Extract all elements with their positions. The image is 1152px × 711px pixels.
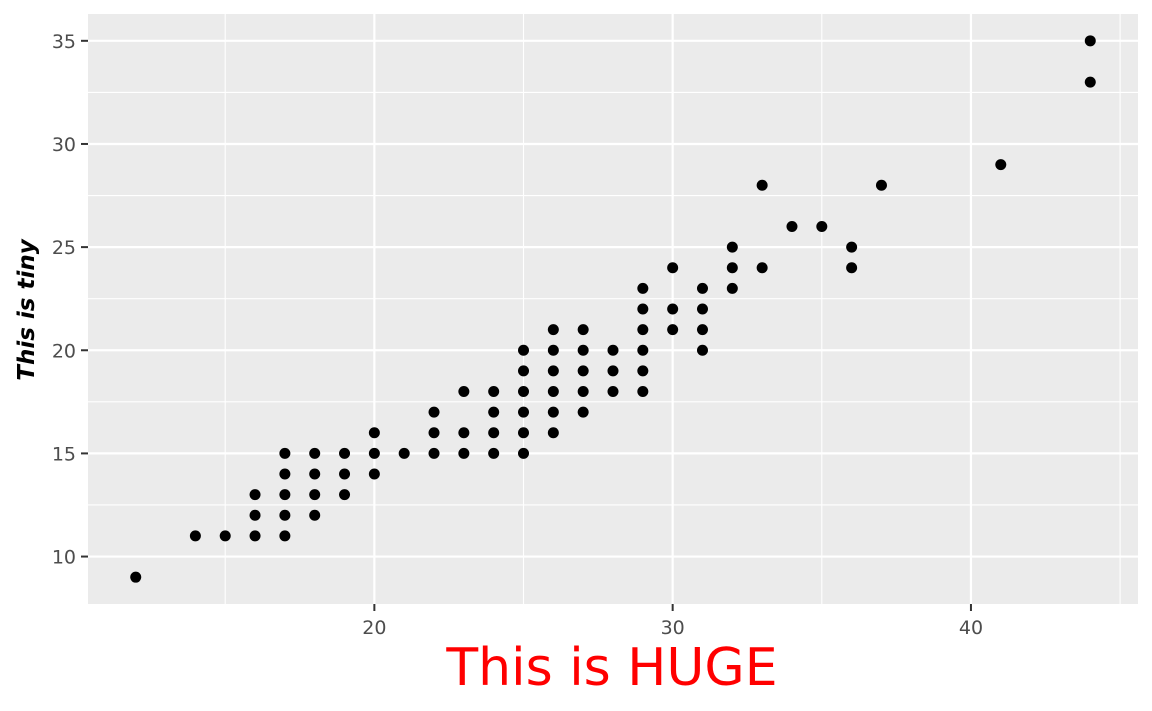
data-point bbox=[548, 365, 559, 376]
y-tick-label: 25 bbox=[52, 237, 76, 259]
data-point bbox=[309, 448, 320, 459]
data-point bbox=[846, 262, 857, 273]
data-point bbox=[637, 304, 648, 315]
x-tick-label: 20 bbox=[362, 617, 386, 639]
data-point bbox=[637, 365, 648, 376]
y-tick-label: 20 bbox=[52, 340, 76, 362]
data-point bbox=[697, 304, 708, 315]
data-point bbox=[697, 283, 708, 294]
data-point bbox=[727, 262, 738, 273]
data-point bbox=[548, 386, 559, 397]
data-point bbox=[458, 448, 469, 459]
data-point bbox=[250, 489, 261, 500]
data-point bbox=[1085, 77, 1096, 88]
x-tick-labels: 20 30 40 bbox=[362, 617, 983, 639]
data-point bbox=[309, 489, 320, 500]
data-point bbox=[995, 159, 1006, 170]
data-point bbox=[548, 427, 559, 438]
data-point bbox=[458, 386, 469, 397]
data-point bbox=[608, 365, 619, 376]
data-point bbox=[667, 262, 678, 273]
data-point bbox=[518, 365, 529, 376]
data-point bbox=[279, 469, 290, 480]
data-point bbox=[1085, 35, 1096, 46]
data-point bbox=[697, 345, 708, 356]
data-point bbox=[727, 242, 738, 253]
data-point bbox=[786, 221, 797, 232]
x-tick-label: 30 bbox=[661, 617, 685, 639]
data-point bbox=[488, 407, 499, 418]
data-point bbox=[309, 510, 320, 521]
data-point bbox=[309, 469, 320, 480]
y-tick-labels: 10 15 20 25 30 35 bbox=[52, 31, 76, 569]
data-point bbox=[339, 469, 350, 480]
data-point bbox=[429, 427, 440, 438]
data-point bbox=[518, 427, 529, 438]
data-point bbox=[757, 180, 768, 191]
y-tick-label: 30 bbox=[52, 134, 76, 156]
data-point bbox=[518, 345, 529, 356]
data-point bbox=[667, 324, 678, 335]
data-point bbox=[637, 386, 648, 397]
data-point bbox=[458, 427, 469, 438]
data-point bbox=[250, 530, 261, 541]
data-point bbox=[279, 510, 290, 521]
data-point bbox=[518, 407, 529, 418]
data-point bbox=[130, 572, 141, 583]
data-point bbox=[190, 530, 201, 541]
data-point bbox=[518, 448, 529, 459]
data-point bbox=[488, 427, 499, 438]
data-point bbox=[339, 489, 350, 500]
data-point bbox=[548, 345, 559, 356]
data-point bbox=[548, 407, 559, 418]
data-point bbox=[667, 304, 678, 315]
data-point bbox=[846, 242, 857, 253]
data-point bbox=[578, 324, 589, 335]
data-point bbox=[578, 386, 589, 397]
data-point bbox=[637, 345, 648, 356]
data-point bbox=[518, 386, 529, 397]
data-point bbox=[339, 448, 350, 459]
x-tick-label: 40 bbox=[959, 617, 983, 639]
data-point bbox=[816, 221, 827, 232]
data-point bbox=[727, 283, 738, 294]
y-axis-label: This is tiny bbox=[14, 238, 40, 380]
data-point bbox=[279, 489, 290, 500]
data-point bbox=[608, 386, 619, 397]
data-point bbox=[697, 324, 708, 335]
data-point bbox=[369, 427, 380, 438]
data-point bbox=[637, 324, 648, 335]
data-point bbox=[399, 448, 410, 459]
data-point bbox=[369, 469, 380, 480]
data-point bbox=[279, 530, 290, 541]
data-point bbox=[578, 345, 589, 356]
data-point bbox=[578, 365, 589, 376]
y-tick-label: 10 bbox=[52, 547, 76, 569]
data-point bbox=[548, 324, 559, 335]
y-tick-label: 35 bbox=[52, 31, 76, 53]
data-point bbox=[488, 386, 499, 397]
data-point bbox=[876, 180, 887, 191]
data-point bbox=[429, 407, 440, 418]
data-point bbox=[608, 345, 619, 356]
data-point bbox=[220, 530, 231, 541]
data-point bbox=[637, 283, 648, 294]
data-point bbox=[250, 510, 261, 521]
x-axis-label: This is HUGE bbox=[445, 638, 777, 698]
data-point bbox=[279, 448, 290, 459]
data-point bbox=[429, 448, 440, 459]
data-point bbox=[488, 448, 499, 459]
plot-panel bbox=[88, 14, 1138, 604]
y-tick-label: 15 bbox=[52, 443, 76, 465]
data-point bbox=[578, 407, 589, 418]
data-point bbox=[369, 448, 380, 459]
data-point bbox=[757, 262, 768, 273]
